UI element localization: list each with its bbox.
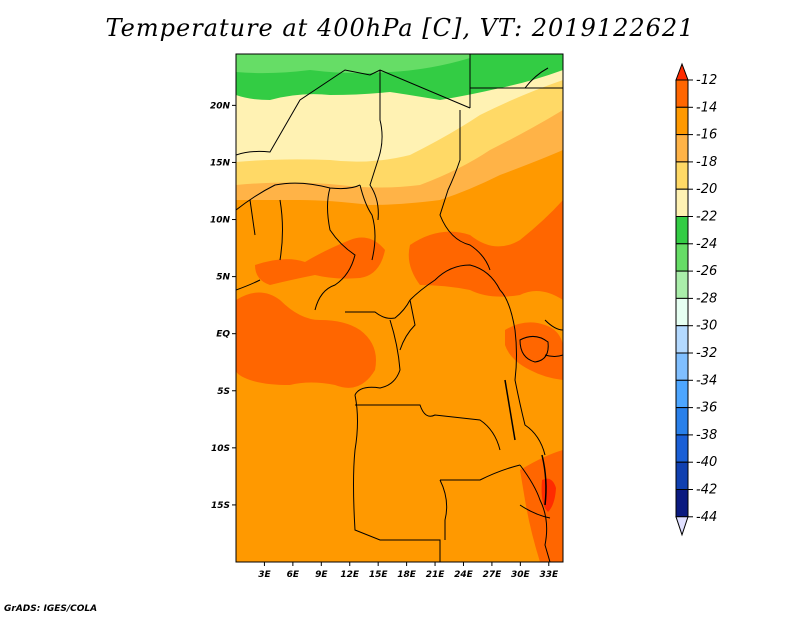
x-tick-label: 6E (287, 570, 300, 580)
red-sea-coast (524, 67, 549, 89)
lake-tanganyika (504, 379, 516, 441)
colorbar-label: -26 (696, 264, 717, 279)
x-tick-label: 33E (539, 570, 559, 580)
field-region-12-14-b (236, 292, 376, 388)
colorbar-swatch (675, 270, 689, 299)
colorbar: -12 -14 -16 -18 -20 -22 -24 -26 -28 -30 -32 -34 -36 -… (675, 62, 717, 537)
colorbar-label: -34 (696, 373, 717, 388)
colorbar-label: -14 (696, 100, 717, 115)
y-tick-label: 20N (210, 101, 231, 111)
colorbar-swatch (675, 161, 689, 190)
field-region-12-14-d (520, 450, 563, 562)
x-tick-label: 15E (369, 570, 389, 580)
colorbar-label: -32 (696, 346, 717, 361)
colorbar-top-triangle (675, 62, 689, 81)
colorbar-swatch (675, 434, 689, 463)
x-axis: 3E 6E 9E 12E 15E 18E 21E 24E 27E 30E 33E (258, 562, 559, 580)
y-tick-label: 15S (211, 501, 230, 511)
field-region-12-14-a (408, 200, 563, 300)
country-borders (236, 54, 563, 562)
colorbar-label: -24 (696, 237, 717, 252)
colorbar-swatch (675, 379, 689, 409)
colorbar-label: -36 (696, 401, 717, 416)
y-tick-label: 10N (210, 216, 231, 226)
colorbar-swatch (675, 216, 689, 245)
colorbar-label: -42 (696, 483, 717, 498)
field-region-24-26 (236, 54, 470, 74)
colorbar-swatch (675, 407, 689, 436)
colorbar-label: -18 (696, 155, 717, 170)
y-tick-label: 15N (210, 158, 231, 168)
colorbar-swatch (675, 325, 689, 354)
x-tick-label: 3E (258, 570, 271, 580)
x-tick-label: 18E (397, 570, 417, 580)
field-region-12-14-c (255, 237, 385, 285)
colorbar-label: -30 (696, 319, 717, 334)
colorbar-swatch (675, 134, 689, 163)
x-tick-label: 21E (426, 570, 446, 580)
y-tick-label: 10S (211, 444, 230, 454)
colorbar-swatch (675, 79, 689, 108)
y-axis: 20N 15N 10N 5N EQ 5S 10S 15S (210, 101, 236, 511)
colorbar-swatch (675, 297, 689, 327)
colorbar-label: -12 (696, 73, 717, 88)
colorbar-bottom-triangle (675, 516, 689, 537)
field-region-12-14-e (505, 322, 563, 380)
credit-text: GrADS: IGES/COLA (4, 604, 98, 614)
plot-frame (235, 53, 564, 563)
chart-title: Temperature at 400hPa [C], VT: 201912262… (105, 14, 695, 42)
colorbar-swatch (675, 352, 689, 381)
colorbar-swatch (675, 489, 689, 518)
y-tick-label: 5S (217, 387, 230, 397)
colorbar-label: -44 (696, 510, 717, 525)
x-tick-label: 12E (340, 570, 360, 580)
y-tick-label: EQ (216, 330, 230, 340)
x-tick-label: 27E (483, 570, 503, 580)
lake-malawi (541, 454, 547, 506)
colorbar-label: -40 (696, 455, 717, 470)
colorbar-swatch (675, 461, 689, 491)
y-tick-label: 5N (216, 273, 230, 283)
temperature-field (236, 54, 563, 562)
colorbar-label: -20 (696, 182, 717, 197)
colorbar-swatch (675, 243, 689, 272)
lake-victoria (519, 336, 549, 363)
x-tick-label: 9E (315, 570, 328, 580)
x-tick-label: 30E (511, 570, 531, 580)
colorbar-label: -16 (696, 128, 717, 143)
colorbar-swatch (675, 106, 689, 136)
colorbar-label: -38 (696, 428, 717, 443)
colorbar-label: -28 (696, 291, 717, 306)
colorbar-swatch (675, 188, 689, 217)
x-tick-label: 24E (454, 570, 474, 580)
colorbar-label: -22 (696, 210, 717, 225)
